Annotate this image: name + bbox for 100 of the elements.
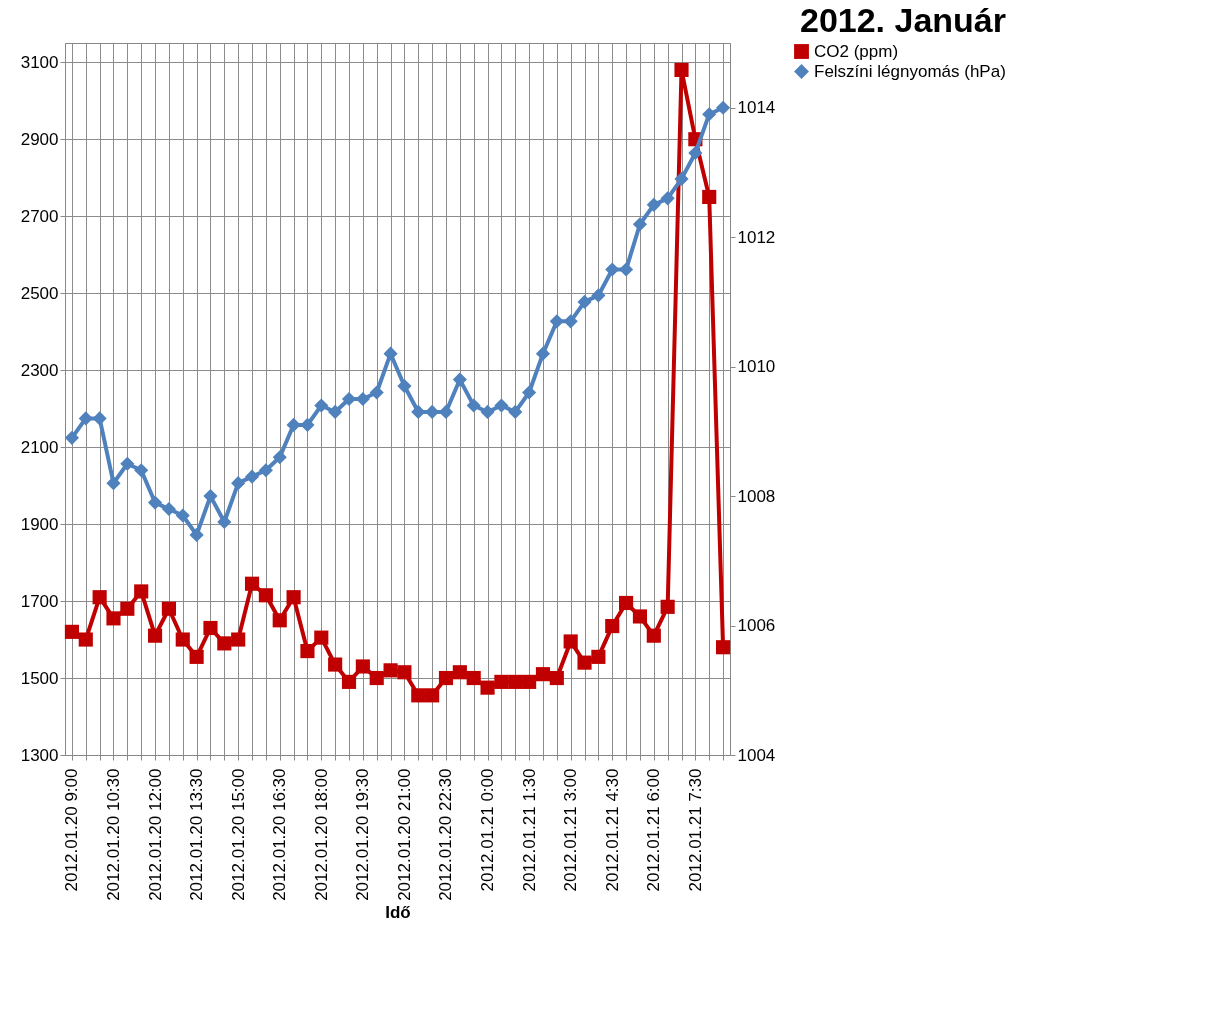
point (688, 145, 703, 161)
point (591, 288, 606, 303)
point (231, 476, 246, 491)
point (92, 411, 107, 426)
point (535, 667, 551, 682)
y2-tick-label: 1012 (737, 227, 776, 247)
point (175, 632, 190, 647)
point (577, 655, 592, 670)
y-tick-label: 2100 (20, 437, 59, 457)
y-tick-label: 3100 (20, 52, 59, 72)
x-tick-label: 2012.01.21 7:30 (685, 768, 705, 892)
point (674, 62, 689, 78)
point (494, 398, 509, 413)
point (106, 476, 121, 491)
point (355, 659, 370, 674)
x-tick-label: 2012.01.20 18:00 (311, 768, 331, 901)
point (106, 611, 121, 626)
x-tick-label: 2012.01.20 22:30 (436, 768, 456, 901)
point (203, 489, 218, 504)
point (64, 624, 79, 639)
point (577, 294, 592, 309)
y-tick-label: 1300 (20, 745, 59, 765)
point (147, 495, 163, 510)
y2-tick-label: 1014 (737, 98, 776, 118)
point (147, 628, 163, 643)
point (286, 417, 301, 432)
point (480, 404, 495, 420)
point (189, 649, 204, 664)
y2-tick-label: 1004 (737, 745, 776, 765)
point (508, 674, 523, 689)
x-tick-label: 2012.01.20 10:30 (103, 768, 123, 901)
point (369, 385, 384, 400)
point (272, 450, 287, 465)
point (716, 640, 731, 655)
point (64, 430, 79, 445)
point (425, 688, 440, 703)
point (272, 613, 287, 628)
x-tick-label: 2012.01.21 3:00 (561, 768, 581, 892)
x-tick-label: 2012.01.21 1:30 (519, 768, 539, 892)
x-tick-label: 2012.01.21 6:00 (644, 768, 664, 892)
point (632, 217, 648, 232)
point (161, 601, 176, 616)
point (646, 197, 661, 212)
point (591, 649, 606, 664)
point (314, 398, 329, 413)
point (286, 590, 301, 605)
y-tick-label: 1500 (20, 668, 59, 688)
point (411, 404, 426, 420)
point (660, 599, 675, 614)
x-tick-label: 2012.01.21 0:00 (478, 768, 498, 892)
point (411, 688, 426, 703)
y2-tick-label: 1010 (737, 357, 776, 377)
x-tick-label: 2012.01.20 12:00 (145, 768, 165, 901)
x-tick-label: 2012.01.20 21:00 (394, 768, 414, 901)
x-axis-title: Idő (385, 902, 411, 922)
point (217, 514, 232, 530)
point (480, 680, 495, 695)
x-tick-label: 2012.01.20 13:30 (187, 768, 207, 901)
point (300, 644, 315, 659)
point (702, 107, 717, 122)
point (619, 262, 634, 277)
point (369, 670, 384, 686)
point (660, 191, 675, 206)
point (466, 398, 481, 413)
point (300, 417, 315, 432)
point (452, 372, 467, 387)
point (258, 588, 273, 603)
point (494, 674, 509, 689)
point (397, 665, 412, 680)
point (674, 171, 689, 186)
point (134, 463, 149, 478)
point (716, 100, 731, 115)
x-tick-label: 2012.01.20 15:00 (228, 768, 248, 901)
point (646, 628, 661, 643)
point (203, 620, 218, 636)
point (78, 632, 93, 647)
point (563, 634, 578, 649)
point (632, 609, 648, 624)
point (383, 663, 398, 678)
point (535, 346, 551, 361)
point (161, 501, 176, 517)
legend-label: Felszíni légnyomás (hPa) (814, 61, 1006, 81)
point (563, 314, 578, 329)
y-tick-label: 1900 (20, 514, 59, 534)
point (217, 636, 232, 651)
point (120, 601, 135, 616)
point (549, 314, 564, 329)
point (452, 665, 467, 680)
point (341, 674, 357, 689)
y-tick-label: 1700 (20, 591, 59, 611)
y2-tick-label: 1006 (737, 616, 776, 636)
point (189, 527, 204, 542)
x-tick-label: 2012.01.20 9:00 (62, 768, 82, 892)
y-tick-label: 2500 (20, 283, 59, 303)
legend-label: CO2 (ppm) (814, 41, 899, 61)
point (244, 576, 260, 591)
point (120, 456, 135, 471)
point (258, 463, 273, 478)
point (605, 262, 620, 277)
point (244, 469, 260, 484)
